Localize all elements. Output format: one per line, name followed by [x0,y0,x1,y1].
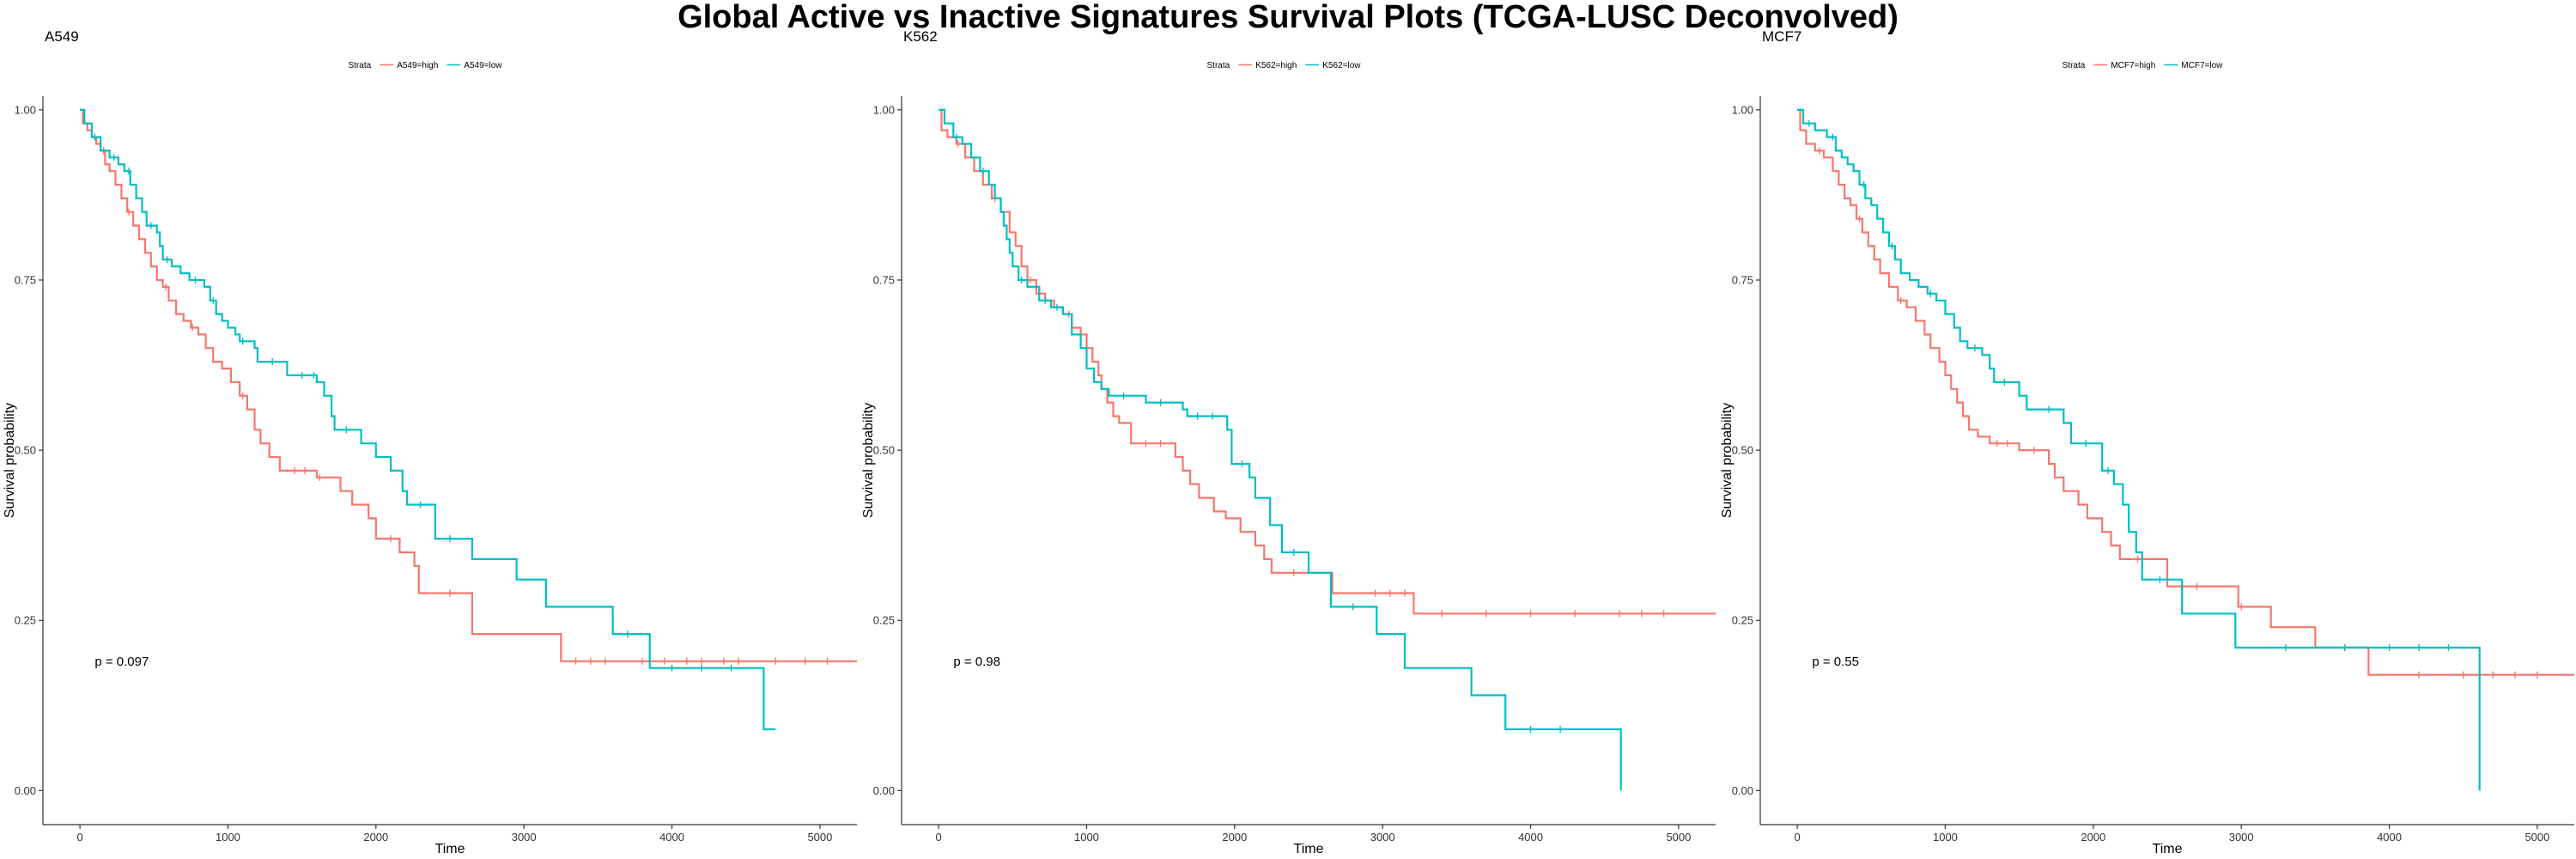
y-tick-label: 0.75 [1732,273,1753,286]
x-axis-label: Time [2153,842,2183,856]
legend-title: Strata [349,61,372,70]
panel-title-k562: K562 [903,28,938,45]
x-tick-label: 5000 [2524,831,2549,844]
y-tick-label: 0.25 [15,614,36,627]
x-tick-label: 1000 [216,831,240,844]
y-axis-label: Survival probability [1720,403,1735,518]
y-tick-label: 1.00 [15,103,36,116]
series-line-a549-high [80,108,857,662]
legend-entry-mcf7-high: MCF7=high [2111,61,2155,70]
x-tick-label: 4000 [2377,831,2402,844]
y-tick-label: 0.50 [15,444,36,457]
legend: Strata MCF7=high MCF7=low [2063,61,2224,70]
x-tick-label: 4000 [1518,831,1543,844]
survival-panel-mcf7: MCF7 Strata MCF7=high MCF7=low 0.00 0.25 0.50 0… [1717,0,2576,859]
legend-entry-k562-low: K562=low [1322,61,1361,70]
x-tick-label: 5000 [807,831,832,844]
y-tick-label: 0.50 [873,444,895,457]
legend-entry-a549-low: A549=low [464,61,502,70]
panel-title-a549: A549 [45,28,79,45]
x-tick-label: 1000 [1933,831,1958,844]
page-title: Global Active vs Inactive Signatures Sur… [677,0,1899,35]
legend-title: Strata [2063,61,2086,70]
x-axis-label: Time [1294,842,1324,856]
y-tick-label: 0.75 [873,273,895,286]
panel-title-mcf7: MCF7 [1762,28,1801,45]
x-tick-label: 2000 [363,831,388,844]
y-tick-label: 0.00 [1732,784,1753,797]
p-value-annotation: p = 0.097 [94,655,149,669]
y-tick-label: 0.75 [15,273,36,286]
survival-chart-k562: K562 Strata K562=high K562=low 0.00 0.25 0.50 0… [861,28,1716,856]
x-tick-label: 0 [76,831,82,844]
x-tick-label: 0 [1794,831,1800,844]
x-tick-label: 2000 [2081,831,2105,844]
series-line-k562-low [939,108,1622,791]
y-tick-label: 0.25 [1732,614,1753,627]
legend-entry-mcf7-low: MCF7=low [2181,61,2223,70]
x-tick-label: 4000 [659,831,684,844]
legend-title: Strata [1207,61,1230,70]
series-line-k562-high [939,108,1716,615]
legend-entry-k562-high: K562=high [1255,61,1297,70]
x-tick-label: 3000 [1370,831,1395,844]
series-line-mcf7-high [1797,108,2574,676]
series-line-a549-low [80,108,776,731]
x-tick-label: 2000 [1222,831,1247,844]
series-line-mcf7-low [1797,108,2481,791]
p-value-annotation: p = 0.98 [953,655,1000,669]
x-tick-label: 3000 [2229,831,2254,844]
y-axis-label: Survival probability [861,403,876,518]
legend: Strata K562=high K562=low [1207,61,1362,70]
legend-entry-a549-high: A549=high [397,61,438,70]
y-tick-label: 0.00 [15,784,36,797]
legend: Strata A549=high A549=low [349,61,503,70]
survival-chart-mcf7: MCF7 Strata MCF7=high MCF7=low 0.00 0.25 0.50 0… [1720,28,2574,856]
survival-chart-a549: A549 Strata A549=high A549=low 0.00 0.25 0.50 0… [3,28,857,856]
y-tick-label: 0.25 [873,614,895,627]
survival-panel-k562: K562 Strata K562=high K562=low 0.00 0.25 0.50 0… [859,0,1717,859]
x-axis-label: Time [435,842,465,856]
y-tick-label: 1.00 [873,103,895,116]
survival-panel-a549: A549 Strata A549=high A549=low 0.00 0.25 0.50 0… [0,0,859,859]
y-tick-label: 1.00 [1732,103,1753,116]
x-tick-label: 0 [935,831,941,844]
x-tick-label: 1000 [1074,831,1099,844]
y-tick-label: 0.50 [1732,444,1753,457]
x-tick-label: 3000 [512,831,537,844]
p-value-annotation: p = 0.55 [1812,655,1859,669]
x-tick-label: 5000 [1666,831,1691,844]
y-axis-label: Survival probability [3,403,17,518]
y-tick-label: 0.00 [873,784,895,797]
